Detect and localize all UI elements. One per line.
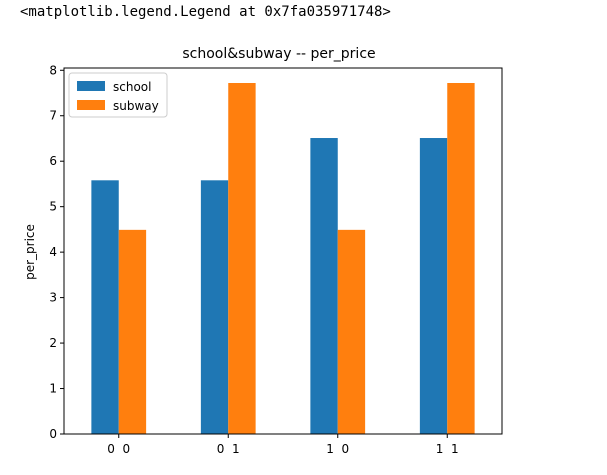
- bar-subway-3: [447, 83, 475, 434]
- legend: school subway: [68, 72, 168, 118]
- bar-school-2: [310, 138, 338, 434]
- y-tick-label: 6: [49, 154, 57, 168]
- y-tick-label: 1: [49, 382, 57, 396]
- bar-subway-0: [118, 229, 147, 434]
- bar-subway-1: [228, 83, 256, 434]
- y-axis-ticks: 0 1 2 3 4 5 6 7 8: [49, 63, 64, 441]
- bar-school-0: [91, 180, 119, 434]
- y-tick-label: 8: [49, 63, 57, 77]
- y-tick-label: 5: [49, 200, 57, 214]
- plot-frame: [63, 67, 503, 435]
- legend-label-school: school: [113, 80, 151, 94]
- y-tick-label: 3: [49, 291, 57, 305]
- legend-swatch-subway: [77, 100, 105, 110]
- legend-swatch-school: [77, 81, 105, 91]
- x-axis-ticks: 0 0 0 1 1 0 1 1: [107, 434, 459, 456]
- x-tick-label: 0 0: [107, 442, 130, 456]
- cell-output-text: <matplotlib.legend.Legend at 0x7fa035971…: [20, 4, 391, 20]
- chart-title: school&subway -- per_price: [182, 46, 375, 62]
- bar-school-3: [419, 138, 448, 434]
- x-tick-label: 1 1: [436, 442, 459, 456]
- y-tick-label: 0: [49, 427, 57, 441]
- x-tick-label: 1 0: [326, 442, 349, 456]
- bar-subway-2: [337, 229, 366, 434]
- x-tick-label: 0 1: [217, 442, 240, 456]
- y-tick-label: 4: [49, 245, 57, 259]
- y-tick-label: 7: [49, 109, 57, 123]
- legend-label-subway: subway: [113, 99, 159, 113]
- bar-school-1: [200, 180, 229, 434]
- bars-group: [91, 83, 475, 434]
- y-tick-label: 2: [49, 336, 57, 350]
- y-axis-label: per_price: [23, 224, 37, 280]
